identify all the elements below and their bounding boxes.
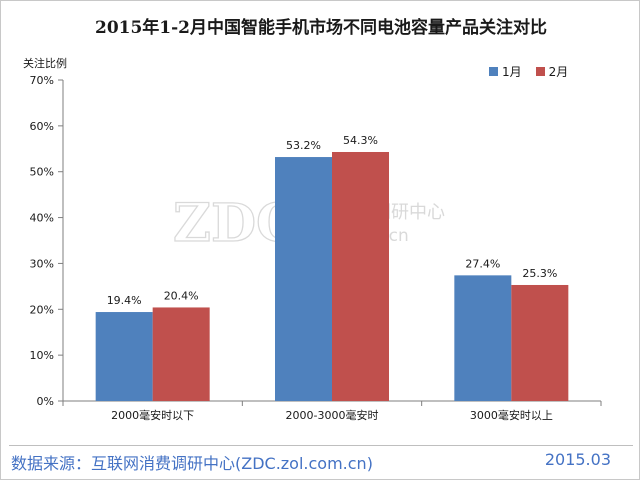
y-tick-label: 30%: [30, 257, 54, 270]
y-tick-label: 50%: [30, 166, 54, 179]
data-label: 19.4%: [107, 294, 142, 307]
chart-title: 2015年1-2月中国智能手机市场不同电池容量产品关注对比: [94, 18, 548, 38]
y-tick-label: 0%: [37, 395, 54, 408]
y-tick-label: 60%: [30, 120, 54, 133]
y-tick-label: 70%: [30, 74, 54, 87]
bar: [511, 284, 569, 401]
bar: [332, 151, 389, 401]
footer-source: 数据来源：互联网消费调研中心(ZDC.zol.com.cn): [11, 454, 373, 473]
bar: [95, 312, 153, 401]
y-tick-label: 10%: [30, 349, 54, 362]
x-tick-label: 3000毫安时以上: [470, 408, 553, 422]
y-tick-label: 20%: [30, 303, 54, 316]
legend-item-feb: 2月: [535, 63, 569, 80]
bar: [275, 157, 332, 401]
data-label: 54.3%: [343, 134, 378, 147]
data-label: 20.4%: [164, 289, 199, 302]
legend-swatch-feb: [535, 67, 545, 76]
data-label: 53.2%: [286, 139, 321, 152]
x-tick-label: 2000毫安时以下: [111, 408, 194, 422]
bar: [152, 307, 210, 401]
legend-item-jan: 1月: [489, 63, 522, 80]
y-tick-label: 40%: [30, 212, 54, 225]
y-axis-label: 关注比例: [23, 57, 67, 70]
legend: 1月 2月: [489, 63, 582, 80]
legend-label-feb: 2月: [548, 65, 569, 79]
footer-divider: [9, 445, 633, 446]
footer-date: 2015.03: [544, 450, 611, 469]
bar: [454, 275, 512, 401]
legend-label-jan: 1月: [502, 65, 522, 79]
legend-swatch-jan: [489, 67, 498, 76]
data-label: 27.4%: [465, 257, 500, 270]
x-tick-label: 2000-3000毫安时: [286, 408, 379, 422]
data-label: 25.3%: [522, 267, 557, 280]
